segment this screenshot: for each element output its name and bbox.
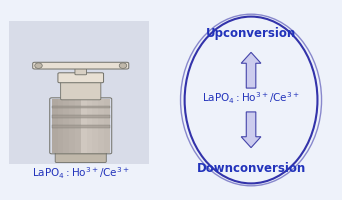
- Bar: [52, 99, 57, 153]
- FancyBboxPatch shape: [61, 80, 101, 100]
- FancyBboxPatch shape: [9, 21, 149, 164]
- Ellipse shape: [119, 63, 127, 68]
- Bar: [57, 99, 63, 153]
- Text: Upconversion: Upconversion: [206, 27, 296, 40]
- FancyBboxPatch shape: [75, 66, 87, 75]
- Bar: [52, 106, 110, 108]
- Text: Downconversion: Downconversion: [196, 162, 306, 175]
- Bar: [87, 99, 92, 153]
- Bar: [104, 99, 110, 153]
- FancyBboxPatch shape: [33, 62, 129, 69]
- Bar: [98, 99, 104, 153]
- Bar: [75, 99, 81, 153]
- Ellipse shape: [35, 63, 42, 68]
- Bar: [81, 99, 87, 153]
- FancyBboxPatch shape: [58, 73, 104, 83]
- Bar: [69, 99, 75, 153]
- Text: $\mathregular{LaPO_4: Ho^{3+}/Ce^{3+}}$: $\mathregular{LaPO_4: Ho^{3+}/Ce^{3+}}$: [32, 166, 130, 181]
- Bar: [63, 99, 69, 153]
- FancyArrow shape: [241, 112, 261, 148]
- Bar: [92, 99, 98, 153]
- FancyArrow shape: [241, 52, 261, 88]
- Bar: [52, 125, 110, 128]
- Text: $\mathregular{LaPO_4: Ho^{3+}/Ce^{3+}}$: $\mathregular{LaPO_4: Ho^{3+}/Ce^{3+}}$: [202, 90, 300, 106]
- Bar: [52, 115, 110, 118]
- FancyBboxPatch shape: [55, 152, 106, 163]
